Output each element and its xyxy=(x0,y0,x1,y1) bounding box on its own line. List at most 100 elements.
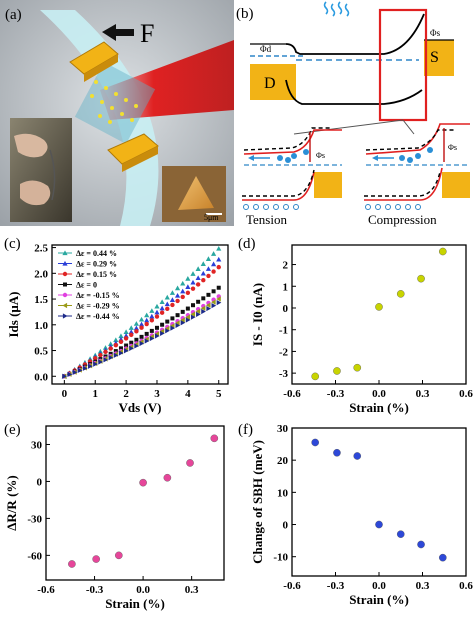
y-tick-label: 1.0 xyxy=(34,320,48,332)
y-tick-label: 2 xyxy=(283,260,289,272)
tension-subdiagram: Φs xyxy=(242,127,342,210)
data-point xyxy=(77,367,83,373)
data-point xyxy=(144,321,149,327)
data-point xyxy=(139,340,145,347)
legend: Δε = 0.44 %Δε = 0.29 %Δε = 0.15 %Δε = 0Δ… xyxy=(58,249,120,321)
data-point xyxy=(185,306,190,311)
data-point xyxy=(185,290,191,296)
force-label: F xyxy=(140,19,154,48)
y-tick-label: 1.5 xyxy=(34,294,48,306)
data-point xyxy=(159,310,165,315)
data-point xyxy=(62,302,68,309)
data-point xyxy=(138,321,145,327)
legend-entry: Δε = 0.29 % xyxy=(76,260,117,269)
data-point xyxy=(144,338,150,344)
data-point xyxy=(211,269,216,274)
data-point xyxy=(118,350,124,356)
x-tick-label: 4 xyxy=(185,388,191,400)
data-point xyxy=(62,250,68,256)
data-point xyxy=(210,299,216,305)
x-tick-label: 0.0 xyxy=(372,388,386,400)
data-point xyxy=(201,296,206,301)
data-point xyxy=(185,276,191,281)
data-point xyxy=(139,325,144,330)
data-point xyxy=(190,311,196,317)
data-point xyxy=(118,333,124,339)
data-point xyxy=(353,363,362,372)
y-tick-label: 30 xyxy=(31,439,43,451)
x-tick-label: 0.6 xyxy=(459,388,473,400)
data-point xyxy=(211,303,217,309)
data-point xyxy=(123,336,129,341)
data-point xyxy=(138,316,145,322)
data-point xyxy=(62,292,68,298)
data-point xyxy=(133,325,139,331)
data-point xyxy=(124,348,129,354)
gold-electrode-bottom xyxy=(107,133,159,172)
data-point xyxy=(118,339,124,345)
data-point xyxy=(210,261,217,267)
valence-band xyxy=(285,79,423,105)
data-point xyxy=(134,343,139,349)
x-tick-label: 3 xyxy=(154,388,160,400)
data-point xyxy=(149,308,155,313)
data-point xyxy=(417,540,425,549)
data-point xyxy=(175,313,180,318)
data-point xyxy=(170,325,176,331)
data-point xyxy=(175,298,180,304)
data-point xyxy=(216,300,222,306)
data-point xyxy=(82,365,88,371)
data-point xyxy=(174,285,181,291)
compression-subdiagram: Φs xyxy=(364,123,470,210)
data-point xyxy=(113,343,119,348)
data-point xyxy=(206,273,211,279)
data-point xyxy=(113,352,119,358)
data-point xyxy=(205,256,212,261)
chart-c: (c) 0 1 2 3 4 5 0.0 0.5 1.0 1.5 2.0 2.5 Δε = 0.44 % Δε… xyxy=(4,236,229,415)
data-point xyxy=(67,371,73,377)
data-point xyxy=(180,309,185,314)
plot-frame xyxy=(291,427,467,577)
data-point xyxy=(185,317,191,323)
data-point xyxy=(149,328,154,333)
x-tick-label: 0.0 xyxy=(372,580,386,592)
data-point xyxy=(438,553,447,562)
data-point xyxy=(190,271,196,276)
tension-label: Tension xyxy=(246,212,287,227)
microscope-inset: 5μm xyxy=(162,166,226,222)
x-axis-label: Strain (%) xyxy=(349,400,409,415)
data-point xyxy=(175,322,181,329)
x-tick-label: 0.3 xyxy=(416,580,430,592)
y-tick-label: 0 xyxy=(283,303,289,315)
panel-letter: (d) xyxy=(238,236,256,252)
y-tick-label: -10 xyxy=(273,552,288,564)
legend-entry: Δε = 0.15 % xyxy=(76,270,117,279)
y-tick-label: -2 xyxy=(279,346,289,358)
force-arrow xyxy=(102,24,134,41)
data-point xyxy=(108,351,113,356)
legend-entry: Δε = -0.29 % xyxy=(76,302,120,311)
data-point xyxy=(311,372,320,381)
chart-d: (d) -0.6 -0.3 0.0 0.3 0.6 -3 -2 -1 0 1 2 Strain (%) I… xyxy=(238,236,473,415)
data-point xyxy=(210,251,217,256)
data-point xyxy=(149,335,155,342)
data-point xyxy=(154,309,160,315)
tension-phi-label: Φs xyxy=(316,151,325,160)
data-point xyxy=(62,260,68,266)
x-axis-label: Vds (V) xyxy=(119,400,162,415)
data-point xyxy=(165,328,170,334)
data-point xyxy=(170,302,175,308)
data-point xyxy=(201,278,206,283)
mos2-lattice xyxy=(74,62,156,144)
data-point xyxy=(129,332,134,338)
panel-letter: (f) xyxy=(238,422,253,438)
data-point xyxy=(211,289,216,294)
data-point xyxy=(200,270,206,276)
data-point xyxy=(144,331,149,336)
x-tick-label: 1 xyxy=(92,388,98,400)
y-tick-label: 0.0 xyxy=(34,371,48,383)
data-point xyxy=(62,373,67,379)
data-point xyxy=(375,520,383,529)
charts-area: (c) 0 1 2 3 4 5 0.0 0.5 1.0 1.5 2.0 2.5 Δε = 0.44 % Δε… xyxy=(4,236,473,611)
x-tick-label: -0.3 xyxy=(327,388,345,400)
